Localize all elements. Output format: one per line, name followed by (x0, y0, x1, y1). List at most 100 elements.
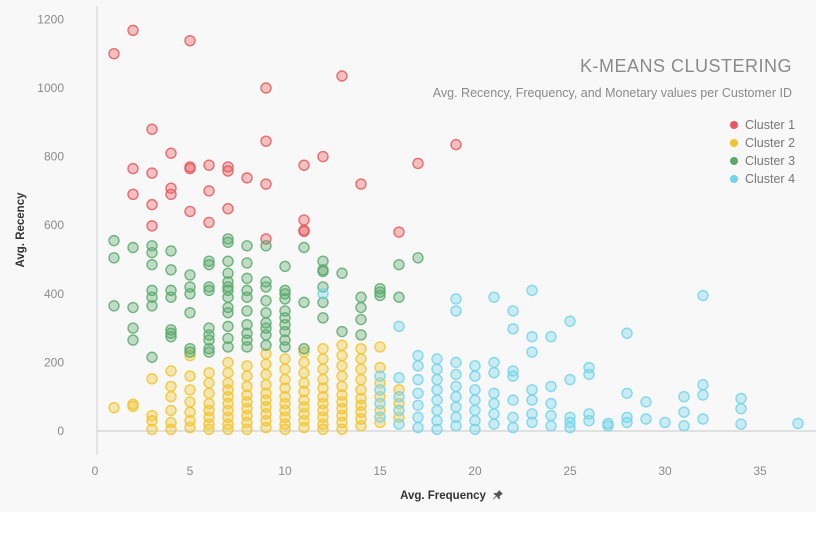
data-point[interactable] (374, 384, 386, 396)
data-point[interactable] (203, 387, 215, 399)
data-point[interactable] (203, 216, 215, 229)
data-point[interactable] (431, 415, 443, 427)
data-point[interactable] (336, 423, 348, 435)
data-point[interactable] (355, 373, 367, 386)
legend-item[interactable]: Cluster 3 (730, 152, 795, 170)
data-point[interactable] (146, 246, 158, 259)
data-point[interactable] (488, 387, 500, 399)
data-point[interactable] (298, 356, 310, 369)
data-point[interactable] (488, 291, 500, 303)
data-point[interactable] (184, 346, 196, 358)
data-point[interactable] (184, 421, 196, 434)
data-point[interactable] (317, 296, 329, 309)
data-point[interactable] (336, 267, 348, 279)
data-point[interactable] (298, 421, 310, 434)
data-point[interactable] (355, 301, 367, 314)
data-point[interactable] (469, 415, 481, 427)
data-point[interactable] (298, 342, 310, 355)
data-point[interactable] (279, 423, 291, 435)
data-point[interactable] (317, 150, 329, 163)
data-point[interactable] (393, 391, 405, 403)
data-point[interactable] (450, 305, 462, 317)
data-point[interactable] (488, 356, 500, 369)
data-point[interactable] (222, 366, 234, 379)
data-point[interactable] (412, 252, 424, 264)
data-point[interactable] (393, 404, 405, 417)
data-point[interactable] (564, 421, 576, 434)
data-point[interactable] (735, 403, 747, 415)
data-point[interactable] (678, 391, 690, 403)
data-point[interactable] (260, 368, 272, 381)
data-point[interactable] (165, 245, 177, 257)
data-point[interactable] (260, 135, 272, 147)
data-point[interactable] (697, 289, 709, 302)
data-point[interactable] (241, 360, 253, 372)
data-point[interactable] (545, 330, 557, 343)
data-point[interactable] (146, 351, 158, 363)
legend-item[interactable]: Cluster 2 (730, 134, 795, 152)
data-point[interactable] (279, 353, 291, 365)
data-point[interactable] (165, 423, 177, 435)
data-point[interactable] (450, 411, 462, 423)
data-point[interactable] (507, 394, 519, 406)
data-point[interactable] (450, 380, 462, 393)
data-point[interactable] (279, 373, 291, 386)
data-point[interactable] (336, 339, 348, 351)
data-point[interactable] (203, 258, 215, 271)
data-point[interactable] (184, 306, 196, 319)
data-point[interactable] (241, 318, 253, 331)
data-point[interactable] (697, 413, 709, 425)
data-point[interactable] (317, 288, 329, 300)
data-point[interactable] (621, 387, 633, 399)
data-point[interactable] (678, 406, 690, 418)
data-point[interactable] (146, 300, 158, 312)
data-point[interactable] (165, 365, 177, 377)
data-point[interactable] (431, 394, 443, 406)
data-point[interactable] (412, 387, 424, 399)
data-point[interactable] (260, 294, 272, 307)
data-point[interactable] (564, 315, 576, 327)
data-point[interactable] (222, 423, 234, 435)
data-point[interactable] (412, 349, 424, 362)
data-point[interactable] (526, 416, 538, 429)
data-point[interactable] (146, 291, 158, 303)
data-point[interactable] (507, 370, 519, 382)
data-point[interactable] (431, 404, 443, 417)
data-point[interactable] (678, 420, 690, 432)
data-point[interactable] (279, 382, 291, 394)
data-point[interactable] (355, 329, 367, 341)
data-point[interactable] (260, 240, 272, 252)
data-point[interactable] (241, 380, 253, 393)
data-point[interactable] (317, 363, 329, 375)
data-point[interactable] (203, 159, 215, 171)
data-point[interactable] (659, 416, 671, 429)
data-point[interactable] (260, 329, 272, 341)
data-point[interactable] (127, 301, 139, 314)
data-point[interactable] (393, 320, 405, 333)
data-point[interactable] (165, 291, 177, 303)
data-point[interactable] (165, 391, 177, 403)
data-point[interactable] (146, 198, 158, 211)
data-point[interactable] (355, 178, 367, 190)
data-point[interactable] (165, 147, 177, 159)
data-point[interactable] (317, 265, 329, 278)
data-point[interactable] (545, 409, 557, 422)
data-point[interactable] (697, 378, 709, 391)
data-point[interactable] (127, 188, 139, 201)
data-point[interactable] (355, 342, 367, 355)
data-point[interactable] (241, 257, 253, 269)
data-point[interactable] (317, 342, 329, 355)
data-point[interactable] (184, 205, 196, 218)
data-point[interactable] (545, 420, 557, 432)
data-point[interactable] (222, 267, 234, 279)
data-point[interactable] (412, 421, 424, 434)
data-point[interactable] (241, 370, 253, 382)
data-point[interactable] (165, 264, 177, 276)
data-point[interactable] (355, 291, 367, 303)
data-point[interactable] (450, 138, 462, 151)
data-point[interactable] (222, 320, 234, 333)
data-point[interactable] (469, 360, 481, 372)
data-point[interactable] (583, 368, 595, 381)
data-point[interactable] (241, 305, 253, 317)
data-point[interactable] (260, 281, 272, 293)
